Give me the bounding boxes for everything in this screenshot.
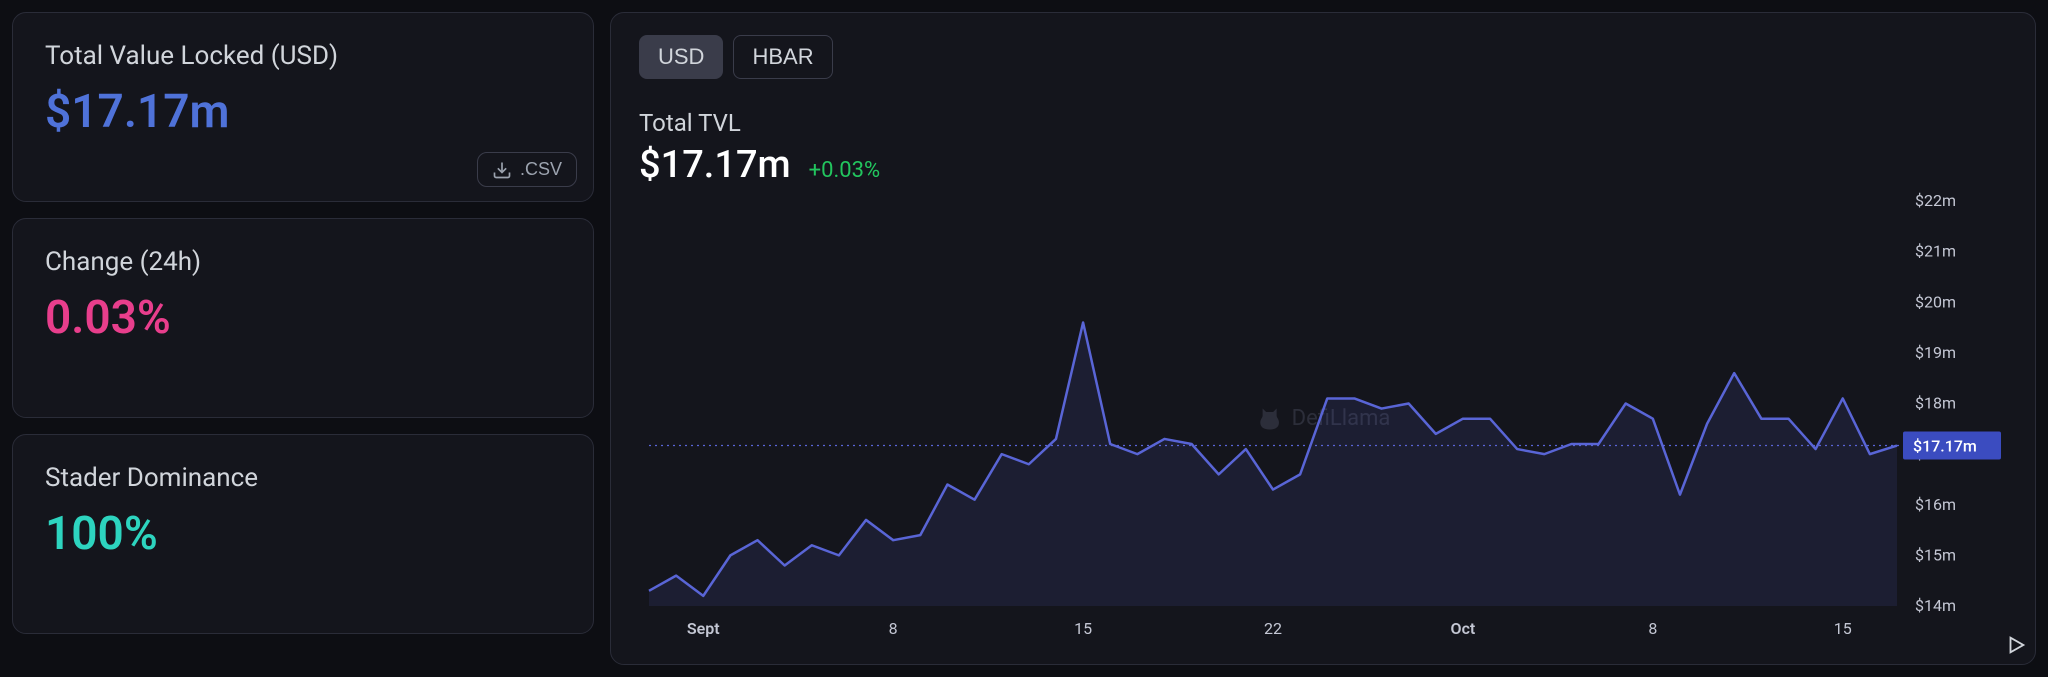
svg-text:$19m: $19m xyxy=(1915,343,1956,362)
dominance-card: Stader Dominance 100% xyxy=(12,434,594,634)
svg-text:$16m: $16m xyxy=(1915,495,1956,514)
svg-text:$21m: $21m xyxy=(1915,242,1956,261)
download-csv-button[interactable]: .CSV xyxy=(477,152,577,187)
svg-text:15: 15 xyxy=(1074,619,1092,638)
chart-area[interactable]: DefiLlama $14m$15m$16m$17m$18m$19m$20m$2… xyxy=(639,191,2007,646)
svg-text:$20m: $20m xyxy=(1915,292,1956,311)
svg-text:15: 15 xyxy=(1834,619,1852,638)
svg-text:Sept: Sept xyxy=(687,619,720,638)
svg-text:$22m: $22m xyxy=(1915,191,1956,210)
play-icon[interactable] xyxy=(2005,634,2027,656)
svg-text:22: 22 xyxy=(1264,619,1282,638)
tvl-value: $17.17m xyxy=(45,85,561,139)
tvl-label: Total Value Locked (USD) xyxy=(45,41,561,71)
chart-panel: USD HBAR Total TVL $17.17m +0.03% DefiLl… xyxy=(610,12,2036,665)
svg-text:8: 8 xyxy=(1648,619,1657,638)
download-icon xyxy=(492,160,512,180)
change-label: Change (24h) xyxy=(45,247,561,277)
change-card: Change (24h) 0.03% xyxy=(12,218,594,418)
tab-usd[interactable]: USD xyxy=(639,35,723,79)
svg-text:Oct: Oct xyxy=(1451,619,1476,638)
svg-text:8: 8 xyxy=(889,619,898,638)
svg-text:$17.17m: $17.17m xyxy=(1913,437,1977,456)
svg-text:$14m: $14m xyxy=(1915,596,1956,615)
chart-pct: +0.03% xyxy=(809,158,881,183)
dominance-value: 100% xyxy=(45,507,561,561)
chart-title: Total TVL xyxy=(639,109,2007,137)
chart-value: $17.17m xyxy=(639,143,791,187)
dominance-label: Stader Dominance xyxy=(45,463,561,493)
csv-label: .CSV xyxy=(520,159,562,180)
stats-sidebar: Total Value Locked (USD) $17.17m .CSV Ch… xyxy=(12,12,594,665)
tvl-line-chart: $14m$15m$16m$17m$18m$19m$20m$21m$22m$17.… xyxy=(639,191,2007,646)
currency-tabs: USD HBAR xyxy=(639,35,2007,79)
change-value: 0.03% xyxy=(45,291,561,345)
svg-text:$15m: $15m xyxy=(1915,545,1956,564)
chart-header: Total TVL $17.17m +0.03% xyxy=(639,109,2007,187)
svg-text:$18m: $18m xyxy=(1915,394,1956,413)
tab-hbar[interactable]: HBAR xyxy=(733,35,832,79)
tvl-card: Total Value Locked (USD) $17.17m .CSV xyxy=(12,12,594,202)
